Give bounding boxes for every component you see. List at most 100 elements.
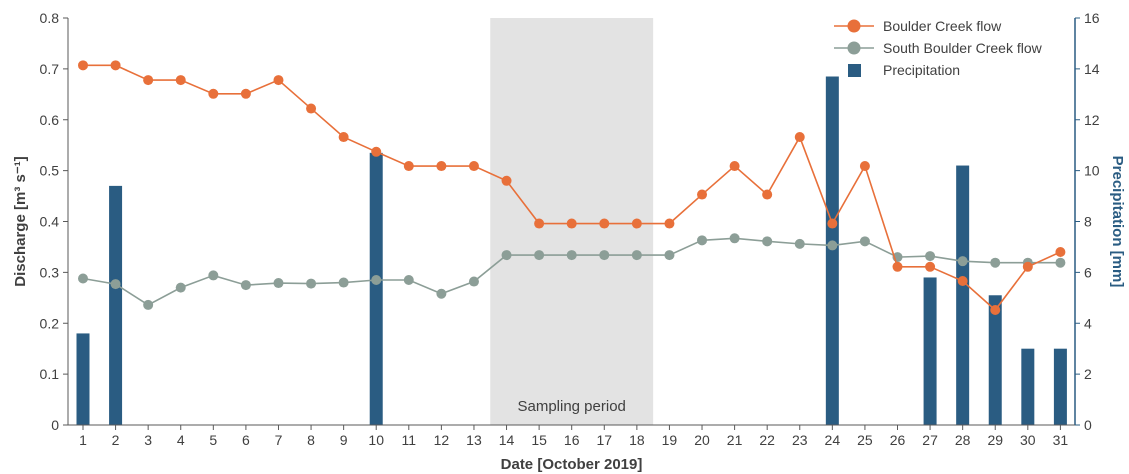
boulder-creek-flow-point [1022, 261, 1033, 272]
x-tick-label: 6 [242, 432, 250, 448]
y-right-tick-label: 14 [1084, 61, 1100, 77]
x-tick-label: 3 [144, 432, 152, 448]
x-tick-label: 12 [434, 432, 450, 448]
legend-precipitation-label: Precipitation [883, 62, 960, 78]
boulder-creek-flow-point [371, 146, 382, 157]
south-boulder-creek-flow-point [338, 277, 349, 288]
x-tick-label: 8 [307, 432, 315, 448]
south-boulder-creek-flow-point [599, 250, 610, 261]
boulder-creek-flow-point [892, 261, 903, 272]
y-right-tick-label: 8 [1084, 214, 1092, 230]
boulder-creek-flow-point [925, 261, 936, 272]
x-tick-label: 31 [1053, 432, 1069, 448]
legend-south-boulder-creek-flow-marker [847, 41, 861, 55]
precipitation-bar [988, 295, 1002, 425]
south-boulder-creek-flow-point [78, 273, 88, 284]
x-tick-label: 9 [340, 432, 348, 448]
south-boulder-creek-flow-point [957, 256, 968, 267]
x-tick-label: 24 [825, 432, 841, 448]
x-tick-label: 30 [1020, 432, 1036, 448]
boulder-creek-flow-point [403, 161, 414, 172]
boulder-creek-flow-point [338, 132, 349, 143]
x-tick-label: 21 [727, 432, 743, 448]
precipitation-bar [1053, 348, 1067, 425]
x-tick-label: 29 [987, 432, 1003, 448]
boulder-creek-flow-point [697, 189, 708, 200]
south-boulder-creek-flow-point [990, 257, 1001, 268]
boulder-creek-flow-point [175, 75, 186, 86]
y-left-tick-label: 0.5 [40, 163, 60, 179]
legend: Boulder Creek flow South Boulder Creek fl… [834, 18, 1043, 78]
boulder-creek-flow-point [534, 218, 545, 229]
y-right-tick-label: 0 [1084, 417, 1092, 433]
precipitation-bars [76, 76, 1067, 425]
x-tick-label: 4 [177, 432, 185, 448]
y-left-tick-label: 0.6 [40, 112, 60, 128]
boulder-creek-flow-point [990, 305, 1001, 316]
y-right-tick-label: 4 [1084, 315, 1092, 331]
x-tick-label: 14 [499, 432, 515, 448]
south-boulder-creek-flow-point [534, 250, 545, 261]
x-tick-label: 28 [955, 432, 971, 448]
south-boulder-creek-flow-point [859, 236, 870, 247]
y-left-tick-label: 0.4 [40, 214, 60, 230]
south-boulder-creek-flow-point [143, 299, 154, 310]
south-boulder-creek-flow-point [240, 280, 251, 291]
boulder-creek-flow-point [566, 218, 577, 229]
precipitation-bar [956, 165, 970, 425]
south-boulder-creek-flow-point [697, 235, 708, 246]
x-tick-label: 1 [79, 432, 87, 448]
sampling-period-label: Sampling period [517, 398, 625, 415]
boulder-creek-flow-point [468, 161, 479, 172]
y-left-tick-label: 0.2 [40, 315, 60, 331]
x-tick-label: 7 [275, 432, 283, 448]
boulder-creek-flow-point [143, 75, 154, 86]
south-boulder-creek-flow-point [762, 236, 773, 247]
south-boulder-creek-flow-point [1055, 257, 1066, 268]
south-boulder-creek-flow-point [306, 278, 317, 289]
y-right-tick-label: 16 [1084, 10, 1100, 26]
precipitation-bar [1021, 348, 1035, 425]
x-tick-label: 18 [629, 432, 645, 448]
x-tick-label: 19 [662, 432, 678, 448]
y-right-tick-label: 2 [1084, 366, 1092, 382]
south-boulder-creek-flow-point [925, 251, 936, 262]
precipitation-bar [76, 333, 90, 425]
y-left-tick-label: 0.8 [40, 10, 60, 26]
boulder-creek-flow-point [306, 103, 317, 114]
boulder-creek-flow-point [78, 60, 88, 71]
flow-lines [78, 60, 1066, 316]
south-boulder-creek-flow-point [729, 233, 740, 244]
south-boulder-creek-flow-point [403, 275, 414, 286]
boulder-creek-flow-point [208, 88, 219, 99]
boulder-creek-flow-point [762, 189, 773, 200]
south-boulder-creek-flow-point [794, 238, 805, 249]
south-boulder-creek-flow-point [273, 278, 284, 289]
y-right-tick-label: 12 [1084, 112, 1100, 128]
y-left-tick-label: 0.1 [40, 366, 60, 382]
x-tick-label: 10 [368, 432, 384, 448]
y-right-tick-label: 10 [1084, 163, 1100, 179]
boulder-creek-flow-point [859, 161, 870, 172]
x-tick-label: 17 [596, 432, 612, 448]
boulder-creek-flow-point [729, 161, 740, 172]
south-boulder-creek-flow-point [631, 250, 642, 261]
precipitation-bar [825, 76, 839, 425]
boulder-creek-flow-point [631, 218, 642, 229]
precipitation-bar [369, 152, 383, 425]
boulder-creek-flow-point [664, 218, 675, 229]
x-axis-title: Date [October 2019] [501, 456, 643, 473]
x-tick-label: 15 [531, 432, 547, 448]
boulder-creek-flow-point [827, 218, 838, 229]
x-tick-label: 23 [792, 432, 808, 448]
south-boulder-creek-flow-point [208, 270, 219, 281]
x-tick-label: 27 [922, 432, 938, 448]
x-tick-label: 16 [564, 432, 580, 448]
south-boulder-creek-flow-point [110, 279, 121, 290]
x-tick-label: 11 [402, 432, 417, 448]
boulder-creek-flow-point [794, 132, 805, 143]
x-tick-label: 20 [694, 432, 710, 448]
boulder-creek-flow-point [273, 75, 284, 86]
